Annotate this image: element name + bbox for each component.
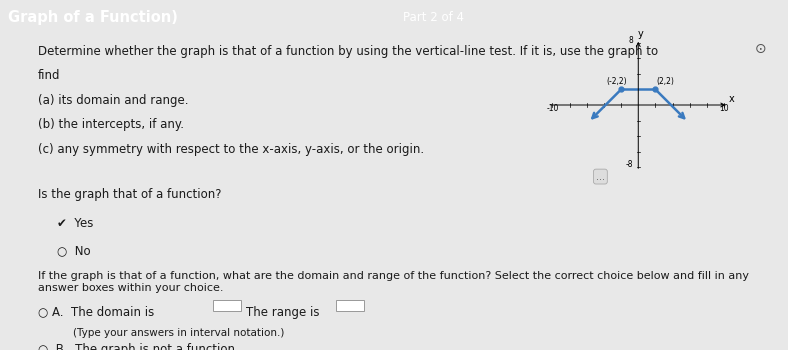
Text: ...: ... (596, 172, 605, 182)
Text: x: x (728, 94, 734, 104)
Text: (-2,2): (-2,2) (607, 77, 627, 86)
Text: The range is: The range is (247, 306, 320, 318)
Text: -8: -8 (626, 160, 633, 169)
Text: 10: 10 (719, 104, 729, 113)
Bar (336, 300, 363, 311)
Text: (2,2): (2,2) (657, 77, 675, 86)
Text: ✔  Yes: ✔ Yes (57, 217, 94, 230)
Text: (c) any symmetry with respect to the x-axis, y-axis, or the origin.: (c) any symmetry with respect to the x-a… (38, 143, 424, 156)
Text: Determine whether the graph is that of a function by using the vertical-line tes: Determine whether the graph is that of a… (38, 45, 658, 58)
Text: If the graph is that of a function, what are the domain and range of the functio: If the graph is that of a function, what… (38, 272, 749, 293)
Text: Part 2 of 4: Part 2 of 4 (403, 11, 464, 24)
Text: Is the graph that of a function?: Is the graph that of a function? (38, 188, 221, 201)
Text: ○  No: ○ No (57, 244, 91, 257)
Text: ○  B.  The graph is not a function.: ○ B. The graph is not a function. (38, 343, 238, 350)
Text: y: y (638, 29, 644, 38)
Text: Graph of a Function): Graph of a Function) (8, 10, 178, 25)
Text: (a) its domain and range.: (a) its domain and range. (38, 94, 188, 107)
Text: find: find (38, 69, 60, 82)
Text: -10: -10 (546, 104, 559, 113)
Text: ⊙: ⊙ (755, 42, 767, 56)
Text: 8: 8 (628, 36, 633, 45)
Text: (Type your answers in interval notation.): (Type your answers in interval notation.… (72, 328, 284, 338)
Bar (214, 300, 241, 311)
Text: ○ A.  The domain is: ○ A. The domain is (38, 306, 154, 318)
Text: (b) the intercepts, if any.: (b) the intercepts, if any. (38, 118, 184, 131)
